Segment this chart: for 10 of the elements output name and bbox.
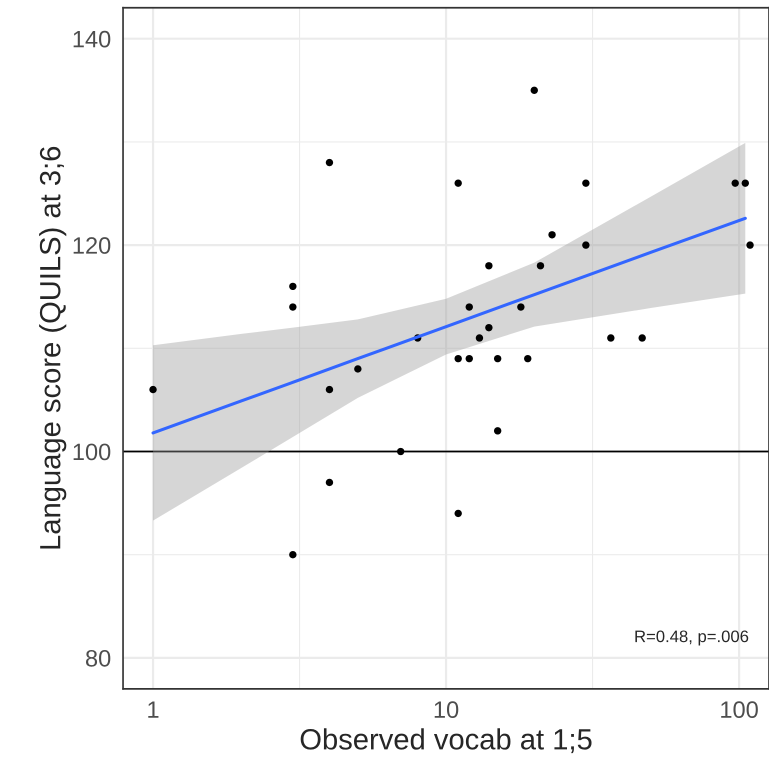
y-tick-label: 140 (74, 30, 110, 48)
x-tick-label: 100 (721, 701, 758, 718)
y-tick-label: 120 (74, 237, 110, 254)
y-axis-title: Language score (QUILS) at 3;6 (39, 146, 66, 549)
x-tick-label: 1 (148, 702, 158, 718)
annotation: R=0.48, p=.006 (635, 630, 748, 646)
y-tick-label: 80 (86, 650, 110, 667)
y-tick-label: 100 (74, 444, 110, 460)
x-axis-title: Observed vocab at 1;5 (300, 728, 592, 754)
x-tick-label: 10 (434, 701, 458, 718)
